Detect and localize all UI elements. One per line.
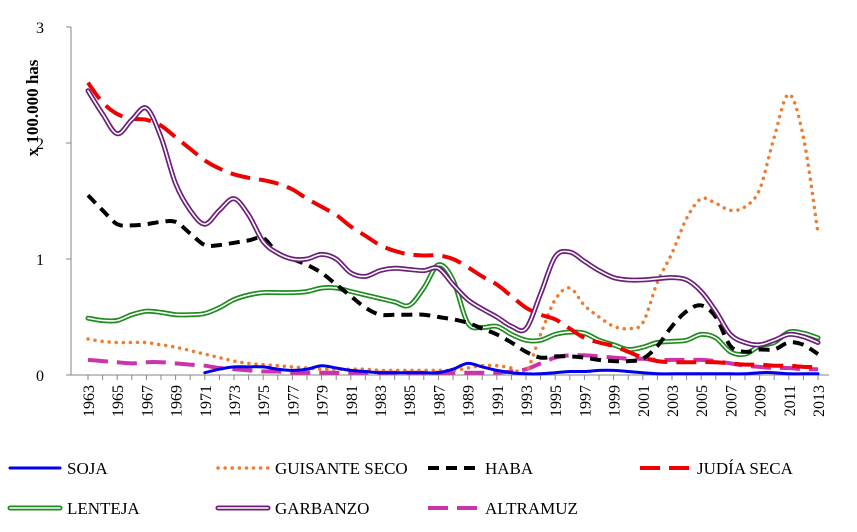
legend-guisante-seco-label: GUISANTE SECO xyxy=(275,459,408,478)
legend-lenteja: LENTEJA xyxy=(7,499,140,518)
legend: SOJA GUISANTE SECO HABA JUDÍA SECA LENTEJA GA… xyxy=(7,459,794,518)
x-tick-label: 1969 xyxy=(169,385,186,417)
series-altramuz xyxy=(87,353,819,375)
series-garbanzo-line-inner xyxy=(87,90,819,346)
x-tick-label: 2007 xyxy=(723,385,740,417)
legend-guisante-seco: GUISANTE SECO xyxy=(216,459,408,478)
x-tick-label: 1987 xyxy=(431,385,448,417)
y-tick-label: 0 xyxy=(36,368,44,385)
y-ticks: 0 1 2 3 xyxy=(36,20,71,385)
x-ticks: 1963 1965 1967 1969 1971 1973 1975 1977 1979 1981… xyxy=(81,375,828,417)
x-tick-label: 1981 xyxy=(344,385,361,417)
x-tick-label: 2001 xyxy=(636,385,653,417)
series-haba xyxy=(86,193,820,364)
legend-soja: SOJA xyxy=(8,459,108,478)
series-judia-seca-line xyxy=(86,81,819,369)
series-lenteja xyxy=(85,262,821,358)
legend-judia-seca: JUDÍA SECA xyxy=(640,459,794,478)
y-tick-label: 1 xyxy=(36,252,44,269)
legend-garbanzo: GARBANZO xyxy=(215,499,369,518)
x-tick-label: 1995 xyxy=(548,385,565,417)
x-tick-label: 1991 xyxy=(490,385,507,417)
x-tick-label: 1975 xyxy=(256,385,273,417)
x-tick-label: 2005 xyxy=(694,385,711,417)
series-guisante-seco xyxy=(86,92,820,376)
series-altramuz-line xyxy=(87,353,819,375)
x-tick-label: 1963 xyxy=(81,385,98,417)
series-haba-line xyxy=(86,193,820,364)
x-tick-label: 1973 xyxy=(227,385,244,417)
plot-area: 0 1 2 3 1963 1965 1967 1969 1971 1973 1975 1977 197… xyxy=(36,20,829,417)
series-soja xyxy=(203,361,820,376)
x-tick-label: 1971 xyxy=(198,385,215,417)
x-tick-label: 1965 xyxy=(110,385,127,417)
series-guisante-seco-line xyxy=(86,92,820,376)
series-judia-seca xyxy=(86,81,819,369)
x-tick-label: 2009 xyxy=(753,385,770,417)
legend-judia-seca-label: JUDÍA SECA xyxy=(697,459,794,478)
x-tick-label: 1993 xyxy=(519,385,536,417)
x-tick-label: 2013 xyxy=(811,385,828,417)
x-tick-label: 1985 xyxy=(402,385,419,417)
legend-altramuz-label: ALTRAMUZ xyxy=(485,499,578,518)
y-tick-label: 2 xyxy=(36,136,44,153)
legend-haba-label: HABA xyxy=(485,459,534,478)
x-tick-label: 1979 xyxy=(315,385,332,417)
x-tick-label: 1977 xyxy=(285,385,302,417)
x-tick-label: 1967 xyxy=(139,385,156,417)
series-layer xyxy=(85,81,821,376)
series-lenteja-line-inner xyxy=(87,263,819,356)
legend-lenteja-label: LENTEJA xyxy=(67,499,140,518)
x-tick-label: 1999 xyxy=(607,385,624,417)
series-garbanzo xyxy=(85,88,821,348)
x-tick-label: 1997 xyxy=(577,385,594,417)
legend-soja-label: SOJA xyxy=(67,459,108,478)
x-tick-label: 1989 xyxy=(461,385,478,417)
legend-haba: HABA xyxy=(428,459,534,478)
legend-garbanzo-label: GARBANZO xyxy=(275,499,369,518)
x-tick-label: 1983 xyxy=(373,385,390,417)
x-tick-label: 2003 xyxy=(665,385,682,417)
y-tick-label: 3 xyxy=(36,20,44,37)
y-axis-title: x 100.000 has xyxy=(23,59,42,156)
series-lenteja-line-outer xyxy=(85,262,821,358)
series-garbanzo-line-outer xyxy=(85,88,821,348)
legend-altramuz: ALTRAMUZ xyxy=(428,499,578,518)
series-soja-line xyxy=(203,361,820,376)
x-tick-label: 2011 xyxy=(782,385,799,416)
